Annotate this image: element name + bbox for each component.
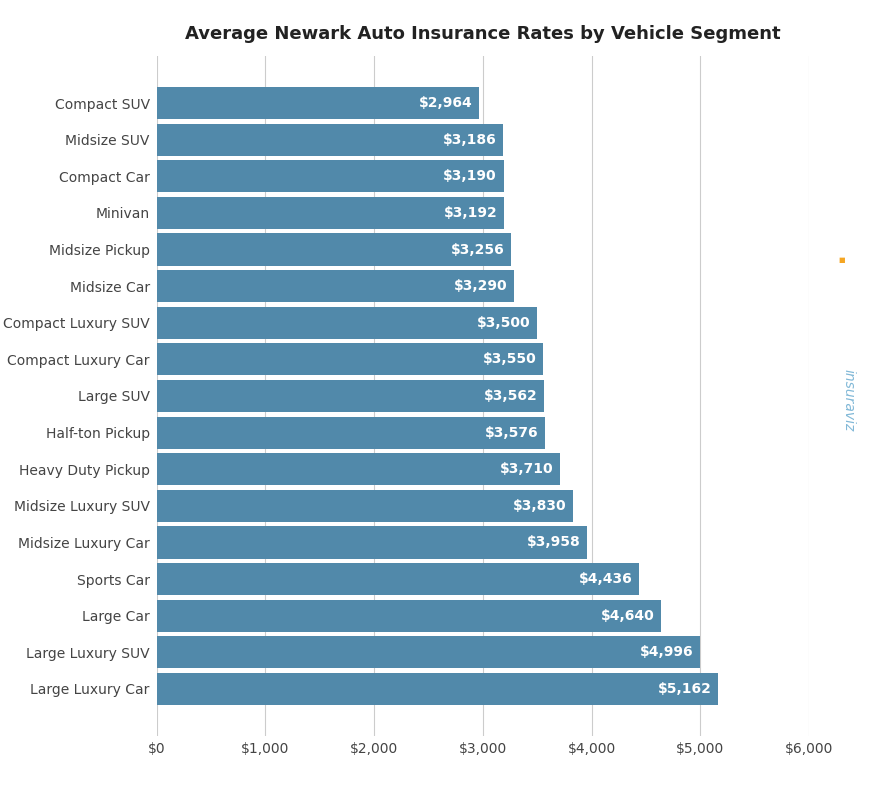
- Text: $3,192: $3,192: [443, 206, 496, 220]
- Text: $3,186: $3,186: [442, 133, 496, 146]
- Text: insuraviz: insuraviz: [840, 369, 854, 431]
- Bar: [156, 197, 503, 229]
- Bar: [156, 123, 502, 156]
- Text: $3,830: $3,830: [513, 499, 566, 513]
- Bar: [156, 600, 660, 632]
- Text: $4,996: $4,996: [639, 646, 693, 659]
- Bar: [156, 636, 699, 669]
- Text: $3,500: $3,500: [476, 316, 530, 330]
- Bar: [156, 526, 587, 558]
- Title: Average Newark Auto Insurance Rates by Vehicle Segment: Average Newark Auto Insurance Rates by V…: [185, 26, 779, 43]
- Text: ■: ■: [838, 257, 845, 263]
- Text: $3,710: $3,710: [500, 462, 553, 476]
- Bar: [156, 160, 503, 192]
- Bar: [156, 270, 514, 302]
- Bar: [156, 380, 543, 412]
- Bar: [156, 306, 536, 339]
- Bar: [156, 673, 717, 705]
- Text: $3,958: $3,958: [526, 535, 580, 550]
- Text: $3,290: $3,290: [454, 279, 507, 293]
- Text: $3,256: $3,256: [450, 242, 503, 257]
- Bar: [156, 87, 478, 119]
- Text: $3,562: $3,562: [483, 389, 537, 403]
- Text: $3,550: $3,550: [481, 352, 535, 366]
- Bar: [156, 453, 560, 486]
- Bar: [156, 343, 542, 375]
- Text: $4,640: $4,640: [600, 609, 653, 622]
- Bar: [156, 490, 573, 522]
- Bar: [156, 563, 638, 595]
- Text: $3,576: $3,576: [485, 426, 538, 440]
- Bar: [156, 417, 545, 449]
- Text: $4,436: $4,436: [578, 572, 632, 586]
- Text: $2,964: $2,964: [418, 96, 472, 110]
- Bar: [156, 234, 510, 266]
- Text: $5,162: $5,162: [657, 682, 711, 696]
- Text: $3,190: $3,190: [443, 170, 496, 183]
